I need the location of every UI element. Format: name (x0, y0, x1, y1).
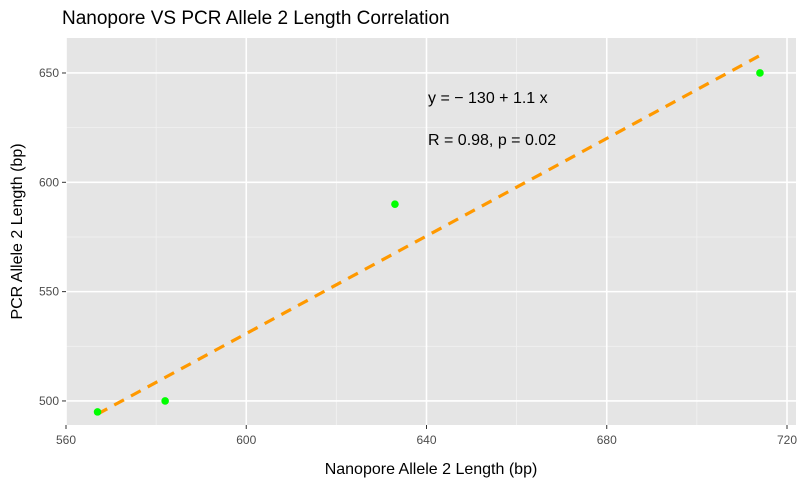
chart-title: Nanopore VS PCR Allele 2 Length Correlat… (62, 8, 450, 29)
annotation-text: y = − 130 + 1.1 x (428, 90, 548, 107)
regression-line (96, 54, 761, 416)
data-point (391, 200, 399, 208)
annotation-text: R = 0.98, p = 0.02 (428, 132, 556, 149)
x-tick-label: 560 (56, 433, 76, 447)
x-axis-title: Nanopore Allele 2 Length (bp) (325, 461, 538, 478)
annotations: y = − 130 + 1.1 x R = 0.98, p = 0.02 (428, 90, 556, 149)
data-point (161, 397, 169, 405)
y-axis-ticks: 500 550 600 650 (39, 66, 66, 408)
regression-line-group (96, 54, 761, 416)
major-gridlines (65, 38, 796, 425)
x-tick-label: 680 (597, 433, 617, 447)
minor-gridlines (66, 38, 796, 425)
x-tick-label: 640 (416, 433, 436, 447)
x-tick-label: 720 (777, 433, 797, 447)
y-tick-label: 500 (39, 394, 59, 408)
data-points (93, 69, 764, 416)
data-point (756, 69, 764, 77)
y-tick-label: 600 (39, 175, 59, 189)
y-tick-label: 650 (39, 66, 59, 80)
y-axis-title: PCR Allele 2 Length (bp) (9, 143, 26, 319)
x-axis-ticks: 560 600 640 680 720 (56, 425, 797, 447)
data-point (93, 408, 102, 416)
y-tick-label: 550 (39, 285, 59, 299)
x-tick-label: 600 (236, 433, 256, 447)
